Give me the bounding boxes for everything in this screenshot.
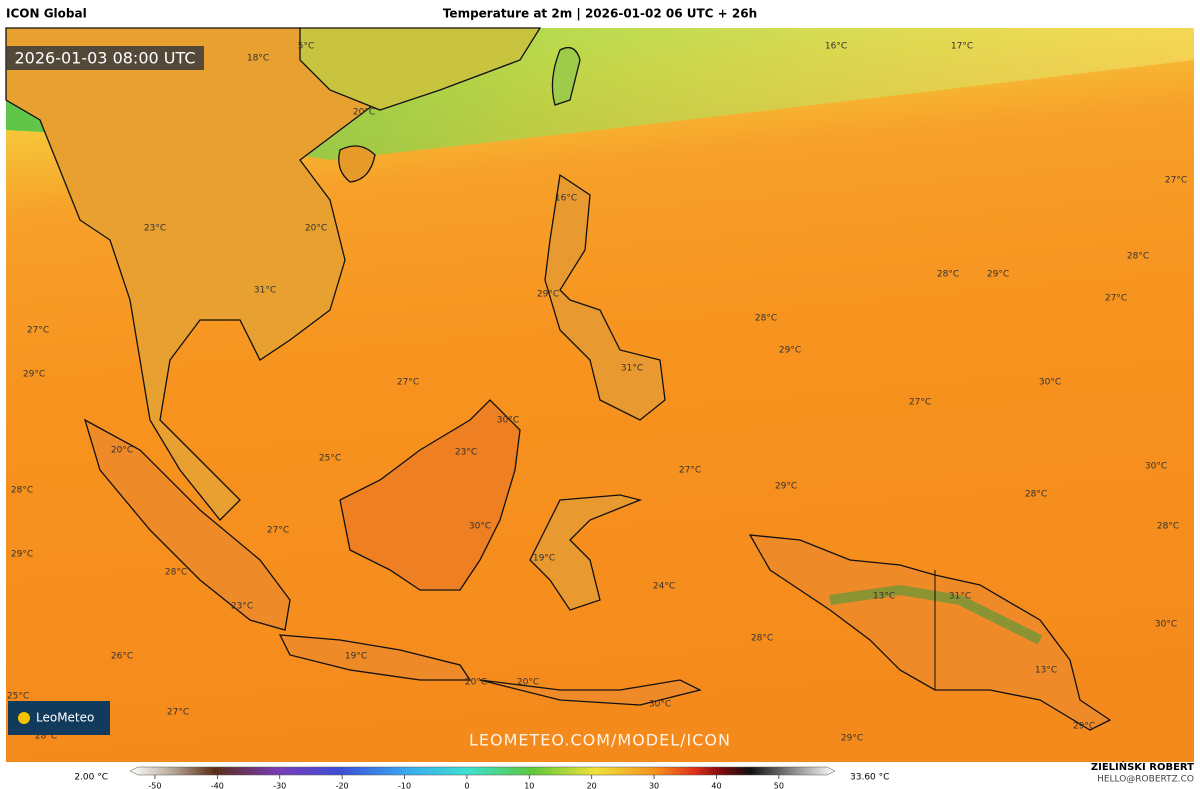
temp-label: 28°C: [1127, 252, 1149, 262]
logo-sun: [18, 712, 30, 724]
temp-label: 31°C: [254, 286, 276, 296]
temp-label: 27°C: [1165, 176, 1187, 186]
model-name: ICON Global: [6, 7, 87, 21]
temp-label: 19°C: [533, 554, 555, 564]
temp-label: 30°C: [649, 700, 671, 710]
highlands: [829, 584, 1043, 645]
temp-label: 26°C: [111, 652, 133, 662]
temp-label: 27°C: [909, 398, 931, 408]
colorbar-tick-label: 20: [587, 782, 597, 789]
colorbar-tick-label: -20: [336, 782, 349, 789]
temp-label: 16°C: [825, 42, 847, 52]
temp-label: 23°C: [231, 602, 253, 612]
temp-label: 13°C: [1035, 666, 1057, 676]
temp-label: 28°C: [165, 568, 187, 578]
temp-label: 28°C: [937, 270, 959, 280]
temp-label: 28°C: [751, 634, 773, 644]
colorbar-tick-label: -40: [211, 782, 224, 789]
temp-label: 29°C: [23, 370, 45, 380]
south-china: [299, 27, 542, 111]
colorbar-tick-label: 0: [464, 782, 469, 789]
temp-label: 25°C: [7, 692, 29, 702]
temp-label: 20°C: [465, 678, 487, 688]
temp-label: 24°C: [653, 582, 675, 592]
temp-label: 31°C: [621, 364, 643, 374]
temp-label: 20°C: [111, 446, 133, 456]
temp-label: 18°C: [247, 54, 269, 64]
temp-label: 29°C: [841, 734, 863, 744]
lesser-sunda: [479, 679, 702, 706]
mainland: [5, 27, 382, 521]
temp-label: 27°C: [397, 378, 419, 388]
temp-label: 31°C: [949, 592, 971, 602]
temp-label: 29°C: [987, 270, 1009, 280]
colorbar-max: 33.60 °C: [850, 773, 889, 783]
temp-label: 27°C: [679, 466, 701, 476]
temp-label: 25°C: [319, 454, 341, 464]
temp-label: 20°C: [517, 678, 539, 688]
email: HELLO@ROBERTZ.CO: [1097, 775, 1194, 785]
sumatra: [83, 418, 291, 631]
colorbar-tick-label: 40: [711, 782, 721, 789]
temp-label: 28°C: [755, 314, 777, 324]
colorbar-tick-label: 50: [774, 782, 784, 789]
temp-label: 28°C: [1157, 522, 1179, 532]
temp-label: 20°C: [353, 108, 375, 118]
hainan: [338, 145, 376, 183]
temp-label: 19°C: [345, 652, 367, 662]
temp-label: 27°C: [267, 526, 289, 536]
philippines: [544, 173, 666, 421]
temp-label: 23°C: [144, 224, 166, 234]
colorbar-tick-label: -10: [398, 782, 411, 789]
temp-label: 28°C: [11, 486, 33, 496]
temp-label: 20°C: [305, 224, 327, 234]
colorbar-tick-label: 30: [649, 782, 659, 789]
temp-label: 5°C: [298, 42, 315, 52]
java: [278, 634, 472, 681]
sulawesi: [529, 494, 643, 611]
borneo: [339, 399, 521, 591]
temp-label: 29°C: [1073, 722, 1095, 732]
logo: LeoMeteo: [36, 711, 94, 725]
temp-label: 28°C: [1025, 490, 1047, 500]
temp-label: 13°C: [873, 592, 895, 602]
colorbar-tick-label: -50: [148, 782, 161, 789]
colorbar: [129, 766, 836, 776]
temp-label: 30°C: [1039, 378, 1061, 388]
temp-label: 29°C: [775, 482, 797, 492]
temp-label: 30°C: [1145, 462, 1167, 472]
temp-label: 30°C: [1155, 620, 1177, 630]
map-title: Temperature at 2m | 2026-01-02 06 UTC + …: [443, 7, 757, 21]
temp-label: 27°C: [27, 326, 49, 336]
temp-label: 23°C: [455, 448, 477, 458]
temp-label: 27°C: [167, 708, 189, 718]
temp-label: 27°C: [1105, 294, 1127, 304]
colorbar-tick-label: 10: [524, 782, 534, 789]
temp-label: 30°C: [497, 416, 519, 426]
temp-label: 16°C: [555, 194, 577, 204]
colorbar-min: 2.00 °C: [74, 773, 108, 783]
colorbar-tick-label: -30: [273, 782, 286, 789]
taiwan: [551, 46, 581, 106]
time-box: [6, 46, 204, 70]
valid-time: 2026-01-03 08:00 UTC: [15, 49, 196, 68]
temp-label: 29°C: [537, 290, 559, 300]
author: ZIELIŃSKI ROBERT: [1091, 760, 1194, 773]
watermark: LEOMETEO.COM/MODEL/ICON: [469, 731, 731, 750]
temp-label: 17°C: [951, 42, 973, 52]
map: 5°C 18°C 16°C 17°C 20°C 16°C 23°C 20°C 27°C 28°C 2…: [5, 27, 1194, 762]
temp-label: 28°C: [35, 732, 57, 742]
temp-label: 30°C: [469, 522, 491, 532]
temp-label: 29°C: [11, 550, 33, 560]
new-guinea: [748, 534, 1112, 731]
temp-label: 29°C: [779, 346, 801, 356]
